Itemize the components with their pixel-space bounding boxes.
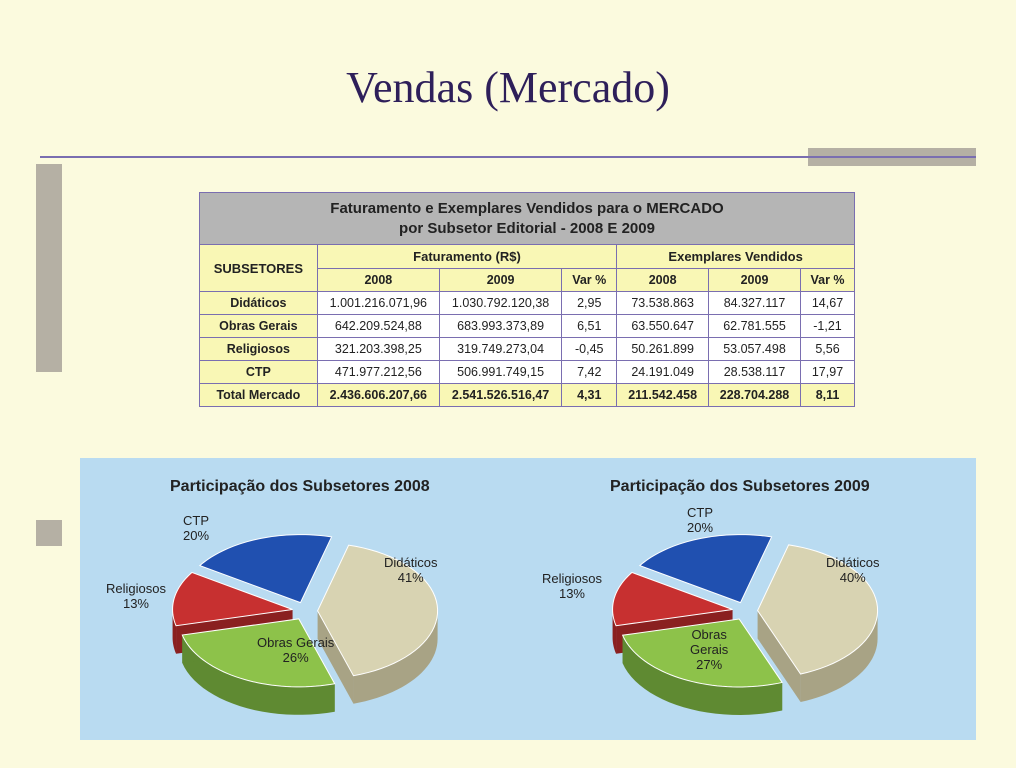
table-row: Didáticos 1.001.216.071,96 1.030.792.120… (200, 292, 855, 315)
cell: 24.191.049 (617, 361, 709, 384)
cell: -0,45 (562, 338, 617, 361)
col-e-var: Var % (801, 269, 855, 292)
cell: 84.327.117 (709, 292, 801, 315)
col-faturamento: Faturamento (R$) (317, 245, 617, 269)
cell: 50.261.899 (617, 338, 709, 361)
cell: 8,11 (801, 384, 855, 407)
cell: 28.538.117 (709, 361, 801, 384)
cell: 14,67 (801, 292, 855, 315)
decoration-left-bar-2 (36, 520, 62, 546)
table-row: Religiosos 321.203.398,25 319.749.273,04… (200, 338, 855, 361)
col-e-2009: 2009 (709, 269, 801, 292)
cell: 2,95 (562, 292, 617, 315)
pie-chart-2009 (530, 496, 960, 736)
chart-title-right: Participação dos Subsetores 2009 (610, 478, 870, 496)
slide-title: Vendas (Mercado) (0, 62, 1016, 113)
table-title: Faturamento e Exemplares Vendidos para o… (200, 193, 855, 245)
pie-label: Religiosos13% (542, 572, 602, 602)
cell: 228.704.288 (709, 384, 801, 407)
cell: 471.977.212,56 (317, 361, 439, 384)
cell: 1.030.792.120,38 (439, 292, 561, 315)
col-subsetores: SUBSETORES (200, 245, 318, 292)
cell: 506.991.749,15 (439, 361, 561, 384)
pie-label: Didáticos40% (826, 556, 879, 586)
cell: 2.541.526.516,47 (439, 384, 561, 407)
data-table: Faturamento e Exemplares Vendidos para o… (199, 192, 855, 407)
pie-label: ObrasGerais27% (690, 628, 728, 673)
chart-title-left: Participação dos Subsetores 2008 (170, 478, 430, 496)
cell: 7,42 (562, 361, 617, 384)
decoration-line (40, 156, 976, 158)
col-f-2008: 2008 (317, 269, 439, 292)
row-label: Obras Gerais (200, 315, 318, 338)
cell: 53.057.498 (709, 338, 801, 361)
row-label: Didáticos (200, 292, 318, 315)
table-title-line2: por Subsetor Editorial - 2008 E 2009 (399, 220, 655, 237)
table-total-row: Total Mercado 2.436.606.207,66 2.541.526… (200, 384, 855, 407)
total-label: Total Mercado (200, 384, 318, 407)
col-e-2008: 2008 (617, 269, 709, 292)
cell: 73.538.863 (617, 292, 709, 315)
cell: 321.203.398,25 (317, 338, 439, 361)
col-f-2009: 2009 (439, 269, 561, 292)
row-label: CTP (200, 361, 318, 384)
table-row: Obras Gerais 642.209.524,88 683.993.373,… (200, 315, 855, 338)
cell: 62.781.555 (709, 315, 801, 338)
cell: 1.001.216.071,96 (317, 292, 439, 315)
cell: 2.436.606.207,66 (317, 384, 439, 407)
col-exemplares: Exemplares Vendidos (617, 245, 855, 269)
chart-panel: Participação dos Subsetores 2008 Partici… (80, 458, 976, 740)
slide: Vendas (Mercado) Faturamento e Exemplare… (0, 0, 1016, 768)
cell: 63.550.647 (617, 315, 709, 338)
pie-label: CTP20% (183, 514, 209, 544)
col-f-var: Var % (562, 269, 617, 292)
cell: 5,56 (801, 338, 855, 361)
pie-label: Didáticos41% (384, 556, 437, 586)
cell: -1,21 (801, 315, 855, 338)
pie-chart-2008 (90, 496, 520, 736)
decoration-left-bar-1 (36, 164, 62, 372)
cell: 4,31 (562, 384, 617, 407)
table-title-line1: Faturamento e Exemplares Vendidos para o… (330, 200, 723, 217)
cell: 211.542.458 (617, 384, 709, 407)
cell: 17,97 (801, 361, 855, 384)
pie-label: CTP20% (687, 506, 713, 536)
table-row: CTP 471.977.212,56 506.991.749,15 7,42 2… (200, 361, 855, 384)
cell: 642.209.524,88 (317, 315, 439, 338)
cell: 6,51 (562, 315, 617, 338)
row-label: Religiosos (200, 338, 318, 361)
pie-label: Obras Gerais26% (257, 636, 334, 666)
cell: 683.993.373,89 (439, 315, 561, 338)
cell: 319.749.273,04 (439, 338, 561, 361)
pie-label: Religiosos13% (106, 582, 166, 612)
